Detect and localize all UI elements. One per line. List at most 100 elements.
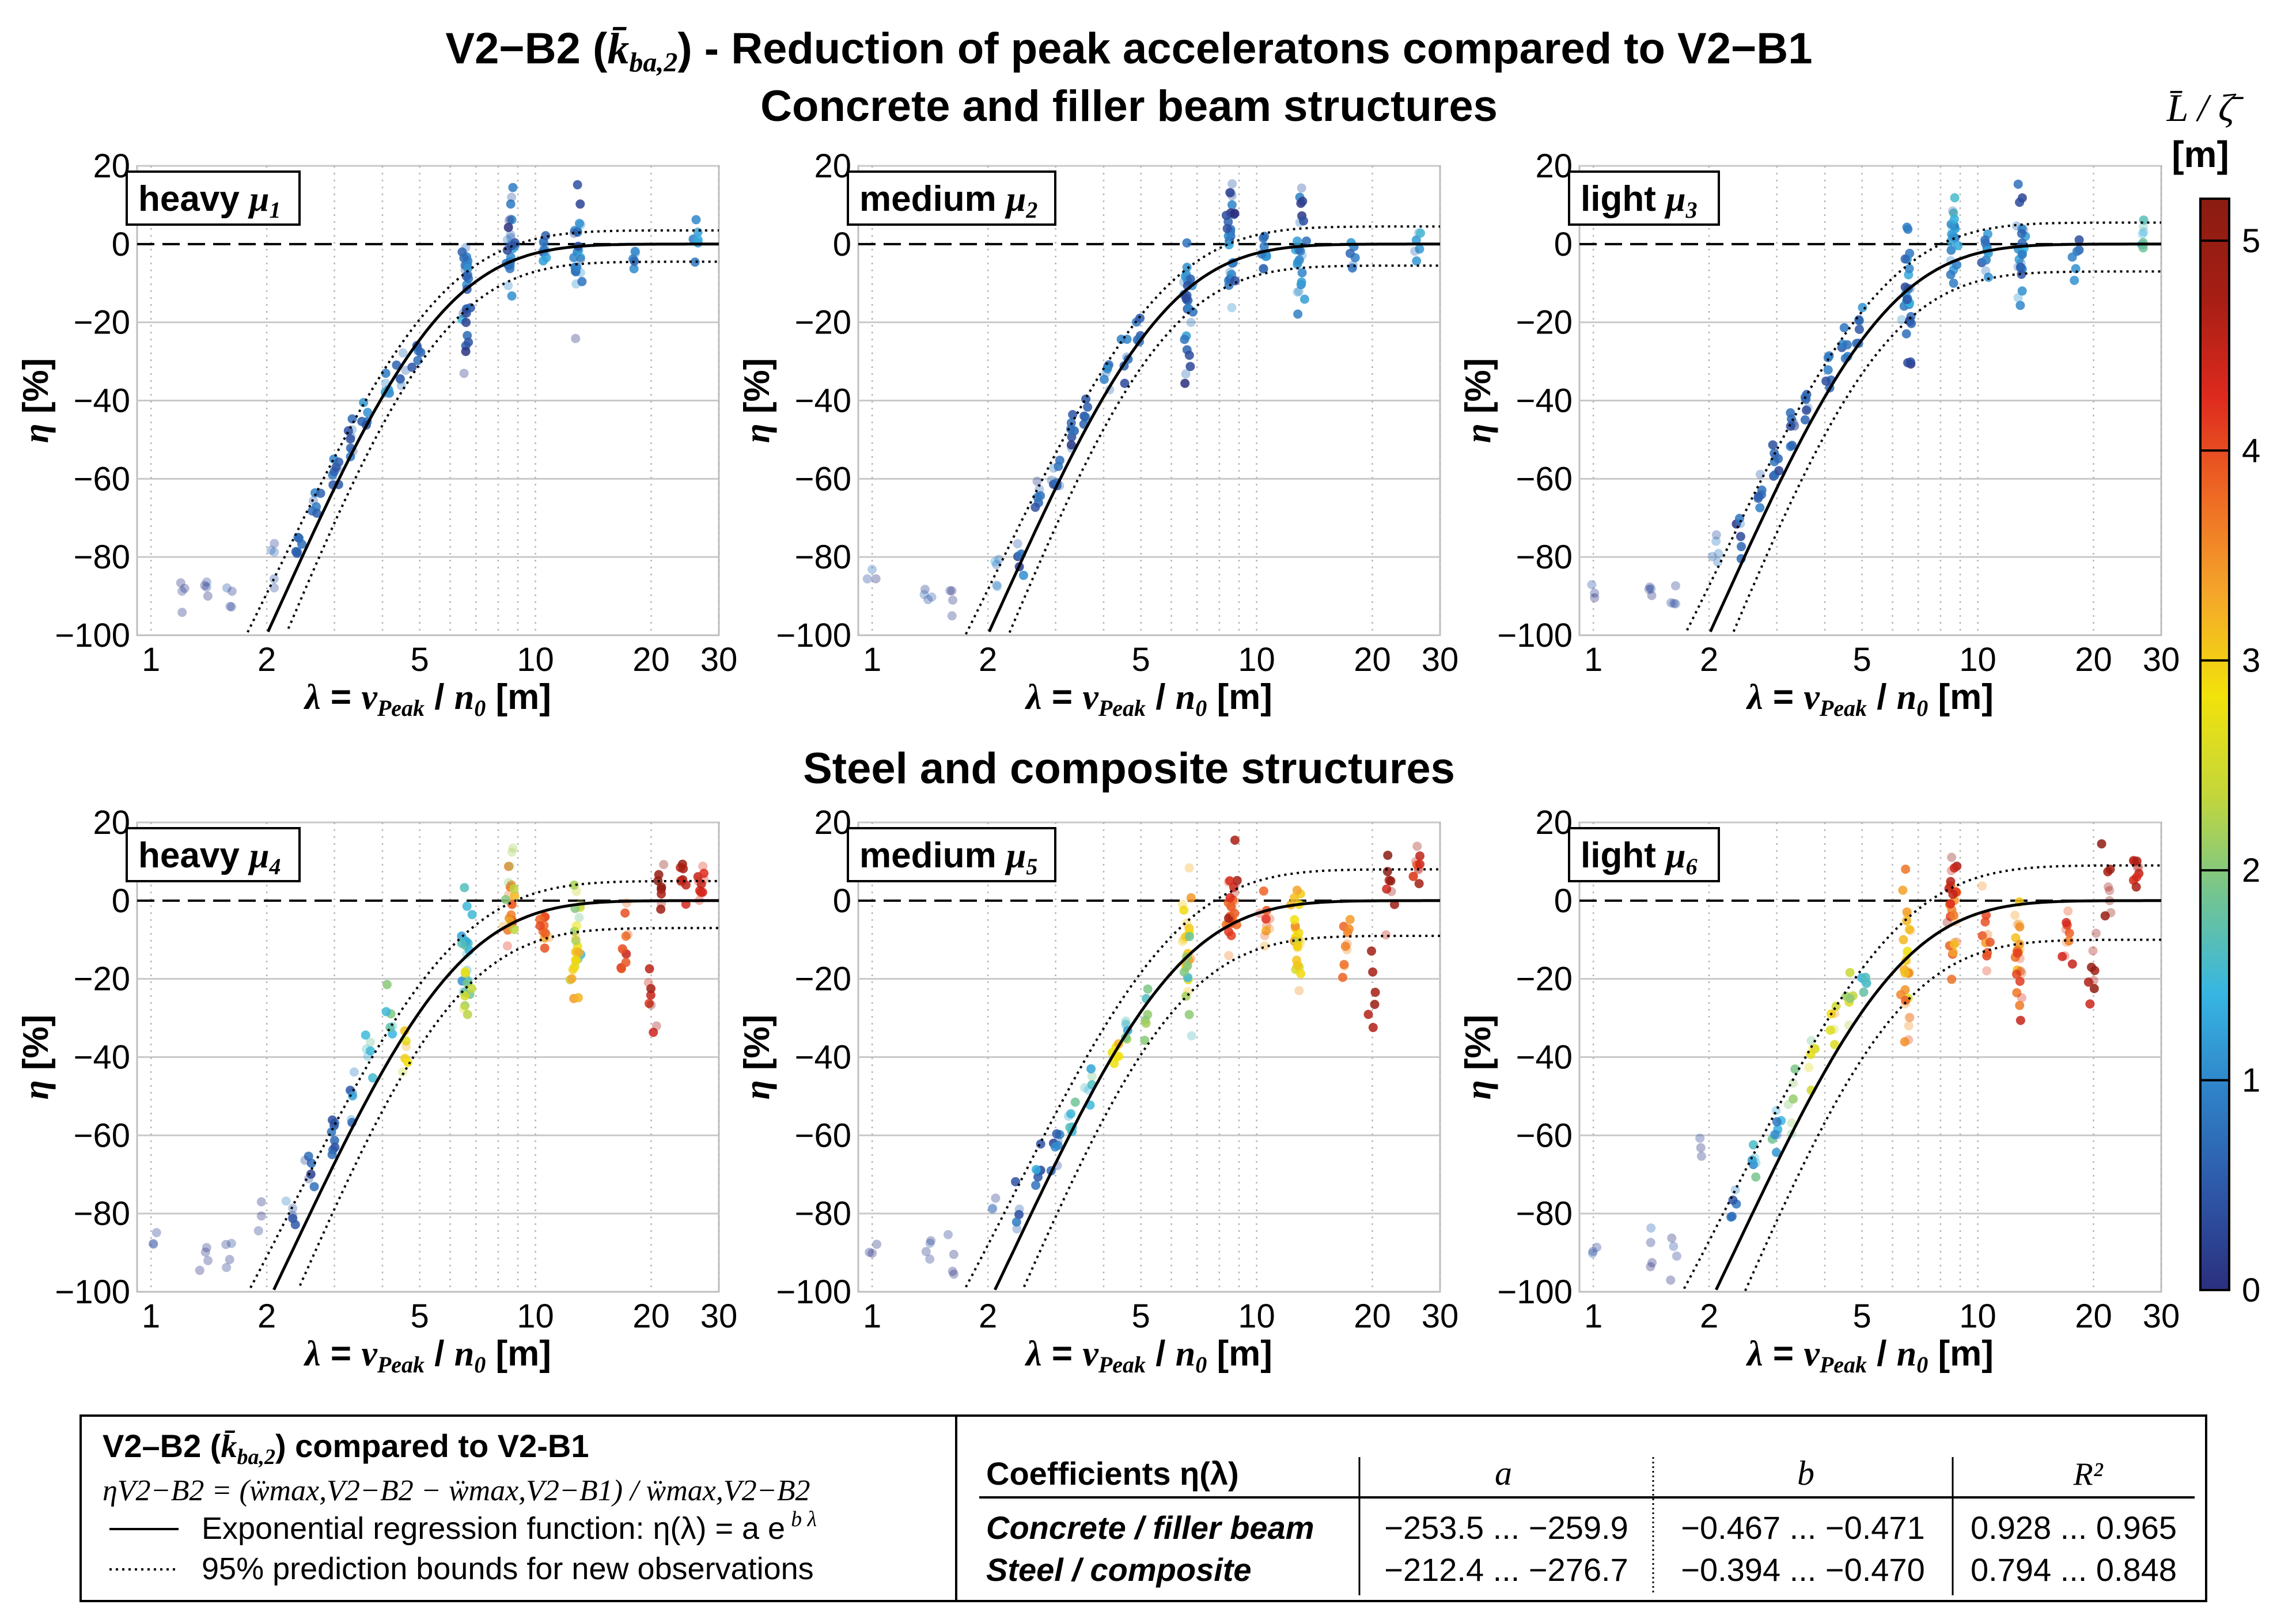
scatter-point [1109,1059,1119,1068]
scatter-point [2131,882,2141,892]
scatter-point [1121,1016,1131,1026]
scatter-point [693,235,703,245]
scatter-point [649,1027,658,1037]
scatter-point [2064,936,2074,946]
y-tick-label: −20 [1516,304,1573,342]
scatter-point [1066,440,1076,450]
coef-row2-label: Steel / composite [986,1552,1252,1588]
scatter-point [569,880,579,890]
scatter-point [1297,183,1306,193]
coef-row2-b: −0.394 ... −0.470 [1681,1552,1924,1588]
scatter-point [539,256,548,265]
scatter-point [1948,225,1957,235]
scatter-point [1898,885,1908,895]
y-tick-label: −100 [776,617,851,654]
scatter-point [1946,899,1956,909]
legend-dotted-label: 95% prediction bounds for new observatio… [202,1552,814,1586]
scatter-point [2105,886,2115,896]
scatter-point [1755,469,1765,479]
scatter-point [327,1115,337,1125]
scatter-point [1789,417,1798,427]
scatter-point [1900,1037,1909,1046]
scatter-point [266,545,276,555]
scatter-point [1181,293,1191,303]
scatter-point [2132,856,2142,866]
scatter-point [1902,907,1912,917]
scatter-point [630,246,640,256]
scatter-point [1824,351,1834,361]
scatter-point [1293,960,1302,970]
scatter-point [1751,1172,1761,1182]
scatter-point [1730,1185,1740,1195]
scatter-point [1412,256,1422,266]
x-tick-label: 1 [1584,1298,1602,1335]
y-tick-label: −20 [74,304,130,342]
scatter-point [2134,862,2143,872]
scatter-point [1140,1036,1150,1045]
scatter-point [381,1007,391,1016]
scatter-point [2013,948,2022,958]
scatter-point [572,921,582,931]
scatter-point [1225,893,1235,902]
scatter-point [503,280,513,290]
scatter-points [1587,179,2149,609]
scatter-point [203,1256,213,1265]
scatter-point [270,547,279,557]
scatter-point [2018,225,2028,234]
scatter-point [872,1239,882,1249]
scatter-point [926,1236,936,1246]
scatter-point [1647,1258,1657,1268]
scatter-point [1080,1083,1090,1093]
scatter-point [461,271,471,281]
scatter-point [1644,585,1654,594]
scatter-point [226,1238,236,1248]
scatter-point [696,879,706,889]
panel-label-frame [1568,827,1720,882]
scatter-point [256,1211,266,1221]
scatter-point [1264,924,1274,934]
coef-row2-a: −212.4 ... −276.7 [1384,1552,1628,1588]
section2-title: Steel and composite structures [803,744,1455,793]
scatter-point [2074,235,2084,245]
x-tick-label: 2 [257,1298,276,1335]
scatter-point [2091,928,2101,938]
y-tick-label: −100 [776,1273,851,1311]
scatter-point [202,1243,211,1253]
scatter-point [461,347,471,356]
scatter-point [2017,270,2026,279]
scatter-point [1181,369,1191,379]
scatter-point [1783,1099,1793,1109]
legend-formula: ηV2−B2 = (ẅmax,V2−B2 − ẅmax,V2−B1) / ẅma… [103,1474,810,1507]
scatter-point [1647,591,1657,601]
scatter-point [1389,900,1399,909]
x-tick-label: 1 [142,1298,160,1335]
scatter-point [1070,1097,1080,1107]
y-tick-label: −100 [1497,617,1573,654]
scatter-point [203,591,213,601]
scatter-point [316,488,325,498]
scatter-point [1804,1063,1814,1072]
scatter-point [1121,1019,1131,1029]
scatter-point [1185,362,1195,371]
scatter-point [1904,924,1914,934]
scatter-point [504,862,514,871]
scatter-point [1949,214,1959,224]
legend-solid-label: Exponential regression function: η(λ) = … [202,1507,817,1546]
scatter-point [1050,1142,1060,1152]
lower-bound-line [1732,270,2161,632]
scatter-point [1338,973,1347,983]
x-tick-label: 10 [1238,1298,1275,1335]
scatter-point [1786,422,1795,431]
scatter-point [463,263,473,273]
y-axis-label: η [%] [737,1015,777,1100]
scatter-point [2064,928,2074,938]
scatter-point [1186,317,1196,327]
panel-5: 20 0 −20 −40 −60 −80 −100 1 2 5 10 20 30 η [%] λ = vPe… [737,804,1458,1378]
scatter-point [1830,1008,1840,1018]
scatter-point [1295,246,1305,256]
scatter-point [1825,1025,1835,1035]
upper-bound-line [1686,221,2161,631]
scatter-point [306,1169,316,1179]
scatter-point [505,861,515,871]
